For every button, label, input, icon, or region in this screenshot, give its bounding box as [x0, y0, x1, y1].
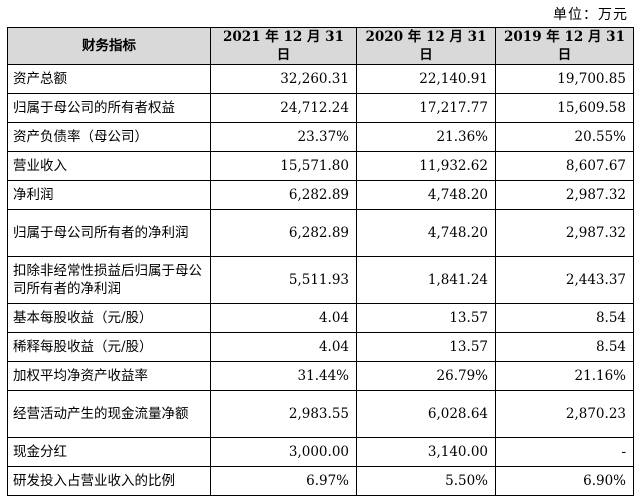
row-label: 基本每股收益（元/股） — [7, 303, 211, 333]
row-label: 归属于母公司所有者的净利润 — [7, 209, 211, 257]
row-label: 研发投入占营业收入的比例 — [7, 466, 211, 496]
cell-2021: 4.04 — [210, 303, 357, 333]
cell-2020: 13.57 — [356, 303, 496, 333]
cell-2021: 32,260.31 — [210, 64, 357, 94]
cell-2021: 6.97% — [210, 466, 357, 496]
cell-2020: 6,028.64 — [356, 390, 496, 438]
cell-2021: 6,282.89 — [210, 209, 357, 257]
cell-2019: 15,609.58 — [495, 93, 634, 123]
cell-2019: - — [495, 437, 634, 467]
cell-2020: 5.50% — [356, 466, 496, 496]
table-row: 经营活动产生的现金流量净额 2,983.55 6,028.64 2,870.23 — [7, 390, 634, 438]
row-label: 稀释每股收益（元/股） — [7, 332, 211, 362]
table-row: 营业收入 15,571.80 11,932.62 8,607.67 — [7, 151, 634, 181]
header-2021: 2021 年 12 月 31 日 — [210, 27, 357, 65]
cell-2020: 4,748.20 — [356, 209, 496, 257]
cell-2020: 4,748.20 — [356, 180, 496, 210]
table-row: 资产负债率（母公司） 23.37% 21.36% 20.55% — [7, 122, 634, 152]
cell-2019: 20.55% — [495, 122, 634, 152]
cell-2019: 6.90% — [495, 466, 634, 496]
cell-2021: 24,712.24 — [210, 93, 357, 123]
cell-2019: 2,987.32 — [495, 209, 634, 257]
cell-2019: 2,870.23 — [495, 390, 634, 438]
row-label: 净利润 — [7, 180, 211, 210]
cell-2019: 2,987.32 — [495, 180, 634, 210]
row-label: 经营活动产生的现金流量净额 — [7, 390, 211, 438]
row-label: 归属于母公司的所有者权益 — [7, 93, 211, 123]
cell-2021: 23.37% — [210, 122, 357, 152]
cell-2019: 8,607.67 — [495, 151, 634, 181]
header-indicator: 财务指标 — [7, 27, 211, 65]
table-row: 扣除非经常性损益后归属于母公司所有者的净利润 5,511.93 1,841.24… — [7, 256, 634, 304]
cell-2019: 2,443.37 — [495, 256, 634, 304]
header-2019: 2019 年 12 月 31 日 — [495, 27, 634, 65]
cell-2020: 1,841.24 — [356, 256, 496, 304]
table-row: 研发投入占营业收入的比例 6.97% 5.50% 6.90% — [7, 466, 634, 496]
cell-2020: 17,217.77 — [356, 93, 496, 123]
cell-2019: 19,700.85 — [495, 64, 634, 94]
cell-2021: 3,000.00 — [210, 437, 357, 467]
cell-2019: 8.54 — [495, 303, 634, 333]
cell-2021: 2,983.55 — [210, 390, 357, 438]
unit-label: 单位：万元 — [553, 7, 628, 23]
table-header-row: 财务指标 2021 年 12 月 31 日 2020 年 12 月 31 日 2… — [7, 27, 634, 65]
cell-2020: 21.36% — [356, 122, 496, 152]
row-label: 加权平均净资产收益率 — [7, 361, 211, 391]
table-row: 归属于母公司所有者的净利润 6,282.89 4,748.20 2,987.32 — [7, 209, 634, 257]
cell-2020: 3,140.00 — [356, 437, 496, 467]
financial-indicators-table: 财务指标 2021 年 12 月 31 日 2020 年 12 月 31 日 2… — [7, 27, 634, 496]
table-row: 稀释每股收益（元/股） 4.04 13.57 8.54 — [7, 332, 634, 362]
table-row: 归属于母公司的所有者权益 24,712.24 17,217.77 15,609.… — [7, 93, 634, 123]
cell-2021: 31.44% — [210, 361, 357, 391]
cell-2020: 22,140.91 — [356, 64, 496, 94]
table-row: 现金分红 3,000.00 3,140.00 - — [7, 437, 634, 467]
cell-2019: 21.16% — [495, 361, 634, 391]
cell-2019: 8.54 — [495, 332, 634, 362]
row-label: 资产总额 — [7, 64, 211, 94]
cell-2021: 5,511.93 — [210, 256, 357, 304]
table-row: 资产总额 32,260.31 22,140.91 19,700.85 — [7, 64, 634, 94]
row-label: 资产负债率（母公司） — [7, 122, 211, 152]
row-label: 现金分红 — [7, 437, 211, 467]
table-row: 基本每股收益（元/股） 4.04 13.57 8.54 — [7, 303, 634, 333]
table-row: 净利润 6,282.89 4,748.20 2,987.32 — [7, 180, 634, 210]
cell-2021: 6,282.89 — [210, 180, 357, 210]
row-label: 营业收入 — [7, 151, 211, 181]
row-label: 扣除非经常性损益后归属于母公司所有者的净利润 — [7, 256, 211, 304]
cell-2020: 13.57 — [356, 332, 496, 362]
cell-2020: 26.79% — [356, 361, 496, 391]
header-2020: 2020 年 12 月 31 日 — [356, 27, 496, 65]
table-row: 加权平均净资产收益率 31.44% 26.79% 21.16% — [7, 361, 634, 391]
cell-2020: 11,932.62 — [356, 151, 496, 181]
cell-2021: 4.04 — [210, 332, 357, 362]
cell-2021: 15,571.80 — [210, 151, 357, 181]
